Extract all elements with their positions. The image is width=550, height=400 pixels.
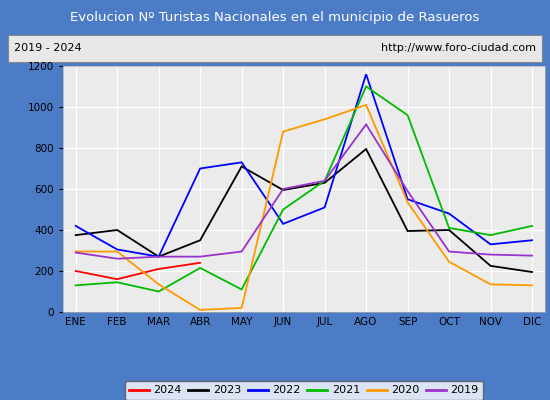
Legend: 2024, 2023, 2022, 2021, 2020, 2019: 2024, 2023, 2022, 2021, 2020, 2019 [124,381,483,400]
Text: 2019 - 2024: 2019 - 2024 [14,43,81,53]
Text: Evolucion Nº Turistas Nacionales en el municipio de Rasueros: Evolucion Nº Turistas Nacionales en el m… [70,12,480,24]
Text: http://www.foro-ciudad.com: http://www.foro-ciudad.com [381,43,536,53]
